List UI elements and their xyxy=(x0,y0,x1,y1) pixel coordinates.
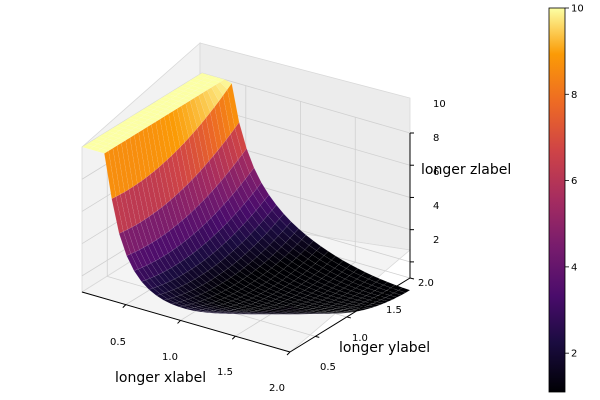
z-tick-label: 10 xyxy=(433,99,446,110)
surface-facet xyxy=(308,240,322,251)
colorbar-tick-label: 8 xyxy=(571,90,577,101)
colorbar-tick-label: 10 xyxy=(571,4,584,15)
z-axis-label: longer zlabel xyxy=(421,162,511,178)
surface-facet xyxy=(368,275,381,283)
y-axis-label: longer ylabel xyxy=(339,340,430,356)
y-tick-label: 2.0 xyxy=(418,278,434,289)
surface-facet xyxy=(197,72,210,78)
y-tick-label: 1.5 xyxy=(386,305,402,316)
surface-facet xyxy=(242,148,255,174)
y-tick-label: 1.0 xyxy=(352,333,368,344)
x-tick-label: 1.5 xyxy=(217,367,233,378)
z-tick-label: 4 xyxy=(433,201,439,212)
surface-facet xyxy=(390,284,403,291)
colorbar-ticks: 2 4 6 8 10 xyxy=(565,4,584,360)
surface-facet xyxy=(286,221,299,234)
colorbar-tick-label: 6 xyxy=(571,176,577,187)
axes xyxy=(81,132,415,356)
surface-facet xyxy=(264,194,277,211)
y-tick-label: 0.5 xyxy=(320,362,336,373)
z-axis-ticks: 2 4 6 8 10 xyxy=(433,99,446,246)
surface-facet xyxy=(316,246,329,256)
colorbar-tick-label: 4 xyxy=(571,262,577,273)
y-axis-ticks: 0.5 1.0 1.5 2.0 xyxy=(320,278,434,373)
surface-facet xyxy=(219,79,232,90)
x-tick-label: 0.5 xyxy=(110,337,126,348)
z-tick-label: 8 xyxy=(433,133,439,144)
surface-facet xyxy=(353,268,366,276)
surface-facet xyxy=(323,251,336,261)
z-tick-label: 6 xyxy=(433,167,439,178)
x-axis-label: longer xlabel xyxy=(115,370,206,386)
surface-mesh xyxy=(81,72,411,315)
x-axis-ticks: 0.5 1.0 1.5 2.0 xyxy=(110,337,285,394)
colorbar xyxy=(548,7,566,393)
x-tick-label: 1.0 xyxy=(162,352,178,363)
surface-facet xyxy=(271,204,284,220)
colorbar-tick-label: 2 xyxy=(571,349,577,360)
surface-facet xyxy=(301,234,314,246)
z-tick-label: 2 xyxy=(433,235,439,246)
surface-facet xyxy=(256,182,270,201)
x-tick-label: 2.0 xyxy=(269,383,285,394)
